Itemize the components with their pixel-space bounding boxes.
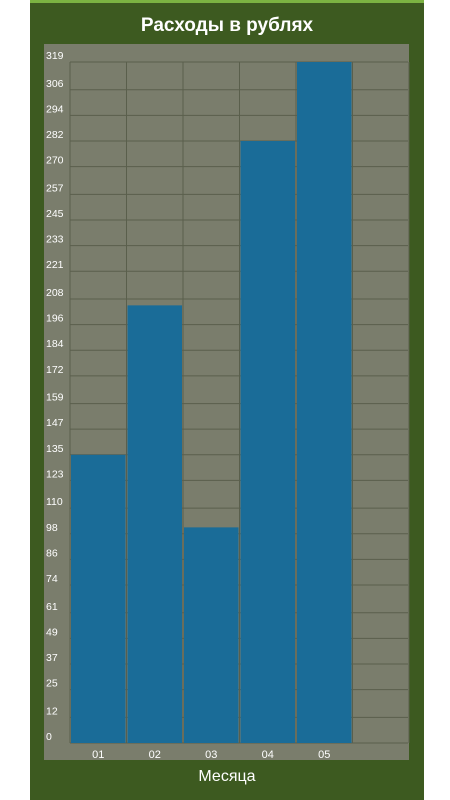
left-margin (0, 0, 30, 800)
y-tick-label: 184 (46, 338, 64, 350)
y-tick-label: 123 (46, 468, 64, 480)
bar (127, 305, 182, 743)
y-tick-label: 159 (46, 392, 64, 404)
y-tick-label: 221 (46, 259, 64, 271)
y-tick-label: 74 (46, 573, 58, 585)
y-tick-label: 61 (46, 601, 58, 613)
y-tick-label: 98 (46, 522, 58, 534)
y-tick-label: 270 (46, 155, 64, 167)
y-tick-label: 12 (46, 705, 58, 717)
y-tick-label: 257 (46, 182, 64, 194)
bar (297, 62, 352, 743)
y-tick-label: 208 (46, 287, 64, 299)
y-tick-label: 306 (46, 78, 64, 90)
x-tick-label: 03 (205, 749, 217, 761)
y-tick-label: 196 (46, 313, 64, 325)
y-tick-label: 147 (46, 417, 64, 429)
bar (184, 527, 239, 743)
y-tick-label: 233 (46, 234, 64, 246)
y-tick-label: 0 (46, 731, 52, 743)
y-tick-label: 172 (46, 364, 64, 376)
y-tick-label: 25 (46, 678, 58, 690)
y-tick-label: 319 (46, 50, 64, 62)
top-accent-line (30, 0, 424, 3)
y-tick-label: 37 (46, 652, 58, 664)
y-tick-label: 86 (46, 547, 58, 559)
bar (71, 454, 126, 743)
x-tick-label: 01 (92, 749, 104, 761)
y-tick-label: 245 (46, 208, 64, 220)
y-tick-label: 294 (46, 103, 64, 115)
x-axis-title: Месяца (198, 768, 256, 785)
x-tick-label: 04 (262, 749, 274, 761)
x-tick-label: 05 (318, 749, 330, 761)
y-tick-label: 282 (46, 129, 64, 141)
chart-title: Расходы в рублях (140, 15, 314, 36)
x-tick-label: 02 (149, 749, 161, 761)
y-tick-label: 135 (46, 443, 64, 455)
y-tick-label: 49 (46, 626, 58, 638)
right-margin (424, 0, 450, 800)
y-tick-label: 110 (46, 496, 63, 508)
bar (240, 140, 295, 744)
